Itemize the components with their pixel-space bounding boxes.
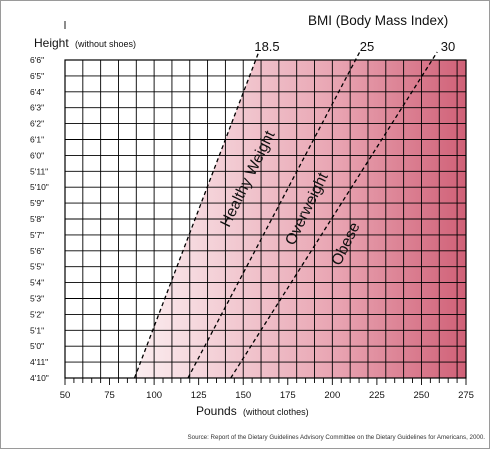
- y-tick-label: 5'10": [30, 182, 49, 192]
- y-tick-label: 5'0": [30, 341, 44, 351]
- bmi-line-label-18-5: 18.5: [254, 39, 279, 54]
- x-tick-label: 100: [146, 390, 162, 401]
- x-tick-label: 250: [414, 390, 430, 401]
- y-tick-label: 6'6": [30, 55, 44, 65]
- bmi-line-18-5: [133, 51, 260, 379]
- y-tick-label: 5'9": [30, 198, 44, 208]
- y-tick-label: 5'1": [30, 325, 44, 335]
- y-tick-label: 5'4": [30, 278, 44, 288]
- y-tick-label: 5'3": [30, 294, 44, 304]
- x-tick-label: 200: [324, 390, 340, 401]
- y-tick-label: 6'5": [30, 71, 44, 81]
- y-tick-label: 5'6": [30, 246, 44, 256]
- y-tick-label: 5'11": [30, 166, 48, 176]
- y-tick-label: 6'1": [30, 135, 44, 145]
- bmi-lines: 18.5 25 30: [133, 39, 455, 379]
- x-axis-label: Pounds (without clothes): [196, 404, 309, 418]
- bmi-line-30: [230, 51, 438, 379]
- x-tick-label: 275: [458, 390, 474, 401]
- bmi-line-25: [187, 51, 361, 379]
- y-tick-label: 6'2": [30, 119, 44, 129]
- y-tick-labels: 4'10" 4'11" 5'0" 5'1" 5'2" 5'3" 5'4" 5'5" 5'6" 5'…: [30, 55, 49, 383]
- bmi-line-label-25: 25: [360, 39, 374, 54]
- x-tick-label: 50: [60, 390, 71, 401]
- x-axis-label-main: Pounds: [196, 404, 237, 418]
- y-tick-label: 5'7": [30, 230, 44, 240]
- source-note: Source: Report of the Dietary Guidelines…: [188, 434, 486, 441]
- y-tick-label: 6'0": [30, 150, 44, 160]
- y-axis-label-sub: (without shoes): [75, 39, 136, 49]
- bmi-line-label-30: 30: [441, 39, 455, 54]
- y-tick-label: 5'5": [30, 262, 44, 272]
- x-tick-label: 225: [369, 390, 385, 401]
- y-tick-label: 5'8": [30, 214, 44, 224]
- y-tick-label: 6'4": [30, 87, 44, 97]
- x-axis-label-sub: (without clothes): [243, 407, 309, 417]
- grid: [64, 21, 467, 385]
- chart-title: BMI (Body Mass Index): [308, 13, 448, 28]
- y-tick-label: 6'3": [30, 103, 44, 113]
- y-tick-label: 5'2": [30, 309, 44, 319]
- plot-border: [64, 59, 467, 379]
- x-tick-label: 150: [235, 390, 251, 401]
- x-tick-labels: 50 75 100 125 150 175 200 225 250 275: [60, 390, 474, 401]
- y-tick-label: 4'10": [30, 373, 49, 383]
- y-axis-label-main: Height: [34, 36, 69, 50]
- x-tick-label: 75: [104, 390, 115, 401]
- x-tick-label: 125: [191, 390, 207, 401]
- x-tick-label: 175: [280, 390, 296, 401]
- y-axis-label: Height (without shoes): [34, 36, 136, 50]
- y-tick-label: 4'11": [30, 357, 48, 367]
